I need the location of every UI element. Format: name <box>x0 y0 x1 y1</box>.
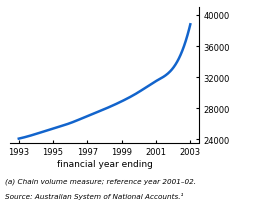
Text: (a) Chain volume measure; reference year 2001–02.: (a) Chain volume measure; reference year… <box>5 177 195 184</box>
Text: Source: Australian System of National Accounts.¹: Source: Australian System of National Ac… <box>5 192 183 199</box>
X-axis label: financial year ending: financial year ending <box>56 159 152 168</box>
